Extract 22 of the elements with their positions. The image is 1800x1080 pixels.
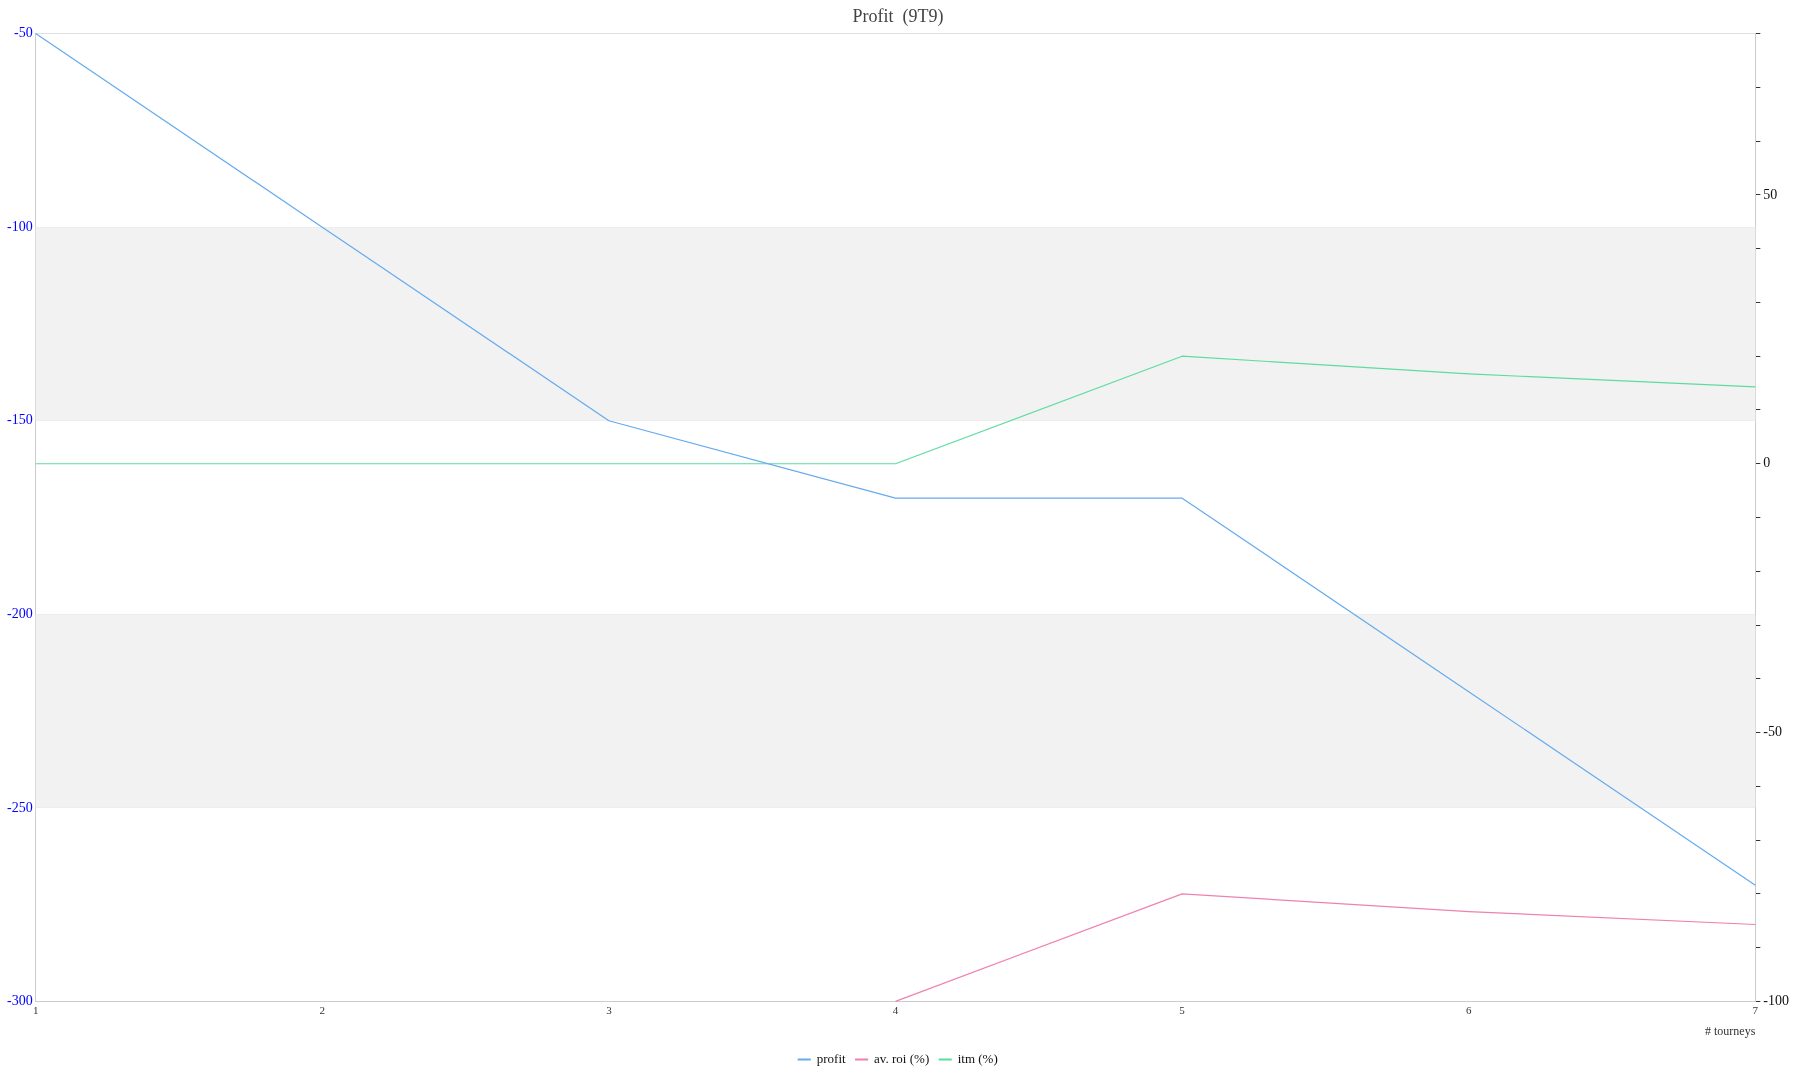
x-tick-label: 6 xyxy=(1465,1003,1472,1016)
chart-title: Profit (9T9) xyxy=(852,5,944,27)
y-tick-label: -250 xyxy=(6,799,33,815)
y-tick-label: -150 xyxy=(6,412,33,428)
y-tick-label: -200 xyxy=(6,605,33,621)
x-tick-label: 2 xyxy=(319,1003,326,1016)
y-tick-label: -50 xyxy=(13,25,33,41)
x-tick-label: 4 xyxy=(892,1003,899,1016)
y-tick-label: -100 xyxy=(6,218,33,234)
legend-label: av. roi (%) xyxy=(874,1050,930,1066)
x-tick-label: 7 xyxy=(1752,1003,1759,1016)
legend-label: itm (%) xyxy=(957,1050,998,1066)
x-tick-label: 1 xyxy=(32,1003,39,1016)
x-tick-label: 3 xyxy=(606,1003,613,1016)
x-axis-title: # tourneys xyxy=(1705,1023,1756,1038)
y-tick-label: -300 xyxy=(6,993,33,1009)
y2-tick-label: -50 xyxy=(1763,724,1783,740)
legend-label: profit xyxy=(816,1050,846,1066)
x-tick-label: 5 xyxy=(1179,1003,1186,1016)
y2-tick-label: 0 xyxy=(1763,455,1771,471)
y2-tick-label: -100 xyxy=(1763,993,1790,1009)
y2-tick-label: 50 xyxy=(1763,186,1778,202)
